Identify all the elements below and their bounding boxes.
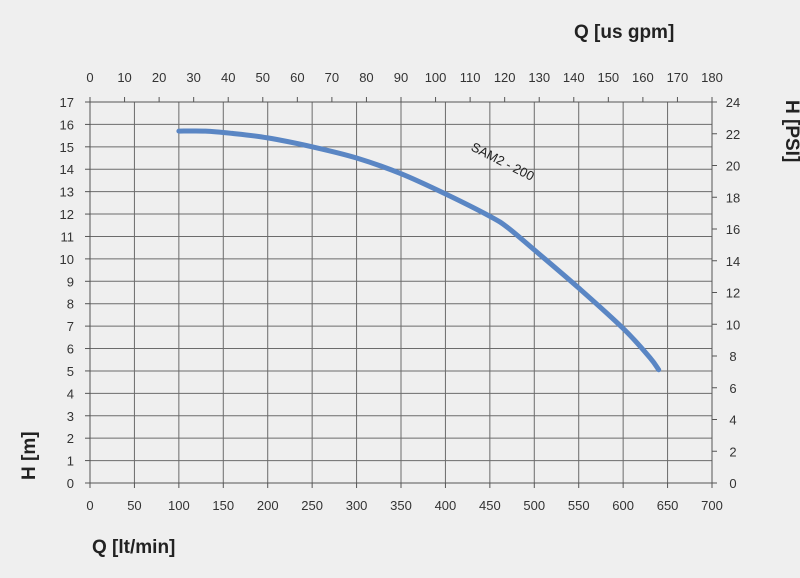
y2-tick-label: 20 — [726, 159, 740, 174]
y2-tick-label: 14 — [726, 254, 740, 269]
x-tick-label: 300 — [346, 498, 368, 513]
x-tick-label: 550 — [568, 498, 590, 513]
series-layer: SAM2 - 200 — [176, 128, 662, 373]
x2-tick-label: 0 — [86, 70, 93, 85]
y2-tick-label: 2 — [729, 444, 736, 459]
x-tick-label: 100 — [168, 498, 190, 513]
x-tick-labels-top: 0 10 20 30 40 50 60 70 80 90 100 110 120 130 140 150 160… — [86, 70, 723, 102]
x2-tick-label: 70 — [325, 70, 339, 85]
y-tick-label: 8 — [67, 297, 74, 312]
y-tick-label: 1 — [67, 454, 74, 469]
x2-tick-label: 60 — [290, 70, 304, 85]
x-tick-label: 350 — [390, 498, 412, 513]
x2-tick-label: 80 — [359, 70, 373, 85]
x-axis-title: Q [lt/min] — [92, 537, 175, 558]
x2-tick-label: 160 — [632, 70, 654, 85]
grid — [89, 101, 713, 484]
x-tick-label: 50 — [127, 498, 141, 513]
x2-tick-label: 50 — [256, 70, 270, 85]
y2-tick-label: 4 — [729, 413, 736, 428]
x2-tick-label: 120 — [494, 70, 516, 85]
y-tick-label: 7 — [67, 319, 74, 334]
x-tick-labels-bottom: 0 50 100 150 200 250 300 350 400 450 500 550 600 650 7… — [86, 483, 723, 513]
x2-tick-label: 140 — [563, 70, 585, 85]
y2-tick-label: 24 — [726, 95, 740, 110]
x-tick-label: 400 — [435, 498, 457, 513]
x-tick-label: 200 — [257, 498, 279, 513]
y-tick-label: 3 — [67, 409, 74, 424]
y-tick-label: 2 — [67, 431, 74, 446]
y2-tick-label: 12 — [726, 286, 740, 301]
x2-tick-label: 130 — [528, 70, 550, 85]
y2-tick-label: 0 — [729, 476, 736, 491]
y2-tick-label: 8 — [729, 349, 736, 364]
x2-tick-label: 30 — [186, 70, 200, 85]
y-tick-label: 10 — [60, 252, 74, 267]
x-tick-label: 600 — [612, 498, 634, 513]
y2-tick-label: 16 — [726, 222, 740, 237]
y-tick-label: 14 — [60, 162, 74, 177]
y2-tick-label: 22 — [726, 127, 740, 142]
y-tick-label: 5 — [67, 364, 74, 379]
y-tick-label: 9 — [67, 274, 74, 289]
y-tick-label: 0 — [67, 476, 74, 491]
series-label: SAM2 - 200 — [469, 139, 537, 184]
x2-tick-label: 40 — [221, 70, 235, 85]
x2-tick-label: 110 — [460, 70, 481, 85]
x-tick-label: 250 — [301, 498, 323, 513]
y-tick-label: 13 — [60, 185, 74, 200]
x-tick-label: 150 — [212, 498, 234, 513]
x2-tick-label: 170 — [667, 70, 689, 85]
x2-tick-label: 10 — [117, 70, 131, 85]
x2-tick-label: 100 — [425, 70, 447, 85]
y-tick-label: 6 — [67, 342, 74, 357]
x-tick-label: 500 — [523, 498, 545, 513]
y2-axis-title: H [PSI] — [781, 100, 800, 162]
y-tick-label: 4 — [67, 386, 74, 401]
x2-tick-label: 180 — [701, 70, 723, 85]
x-tick-label: 700 — [701, 498, 723, 513]
y2-tick-label: 6 — [729, 381, 736, 396]
x-tick-label: 0 — [86, 498, 93, 513]
x2-tick-label: 150 — [597, 70, 619, 85]
y-tick-label: 16 — [60, 117, 74, 132]
y2-tick-label: 10 — [726, 317, 740, 332]
x-tick-label: 450 — [479, 498, 501, 513]
x2-axis-title: Q [us gpm] — [574, 22, 674, 43]
y-tick-label: 12 — [60, 207, 74, 222]
x2-tick-label: 90 — [394, 70, 408, 85]
series-line — [176, 128, 662, 373]
y-tick-label: 17 — [60, 95, 74, 110]
y2-tick-label: 18 — [726, 190, 740, 205]
y-tick-label: 11 — [61, 229, 75, 244]
y-tick-label: 15 — [60, 140, 74, 155]
x2-tick-label: 20 — [152, 70, 166, 85]
x-tick-label: 650 — [657, 498, 679, 513]
y-axis-title: H [m] — [19, 431, 40, 480]
